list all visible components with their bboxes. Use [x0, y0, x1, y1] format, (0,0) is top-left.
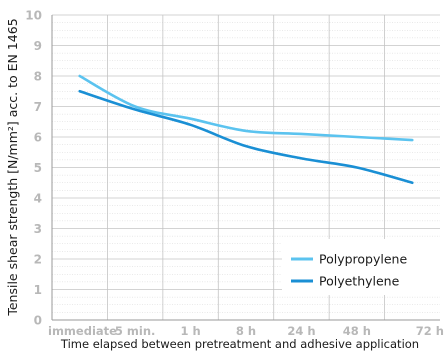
x-tick-label: 24 h: [287, 324, 315, 338]
legend-label-polyethylene: Polyethylene: [319, 274, 400, 289]
y-tick-label: 7: [34, 100, 42, 114]
legend: Polypropylene Polyethylene: [282, 239, 442, 295]
x-tick-label: 48 h: [343, 324, 371, 338]
y-axis-title: Tensile shear strength [N/mm²] acc. to E…: [5, 18, 20, 316]
x-tick-label: immediate: [48, 324, 117, 338]
y-tick-label: 4: [34, 192, 42, 206]
grid: [51, 14, 440, 321]
y-tick-label: 0: [34, 314, 42, 328]
y-tick-label: 8: [34, 70, 42, 84]
x-tick-label: 5 min.: [115, 324, 156, 338]
series-line-polyethylene: [78, 89, 414, 185]
x-axis-title: Time elapsed between pretreatment and ad…: [60, 337, 419, 351]
y-tick-label: 1: [34, 283, 42, 297]
series-line-polypropylene: [78, 74, 414, 142]
x-tick-label: 72 h: [416, 324, 444, 338]
y-tick-label: 10: [25, 9, 42, 23]
y-tick-label: 6: [34, 131, 42, 145]
y-tick-label: 9: [34, 39, 42, 53]
y-tick-label: 2: [34, 253, 42, 267]
series-lines: [78, 74, 414, 185]
y-tick-label: 5: [34, 161, 42, 175]
y-tick-label: 3: [34, 222, 42, 236]
legend-box: [282, 239, 442, 295]
legend-label-polypropylene: Polypropylene: [319, 252, 407, 267]
x-tick-label: 1 h: [180, 324, 200, 338]
x-tick-label: 8 h: [236, 324, 256, 338]
